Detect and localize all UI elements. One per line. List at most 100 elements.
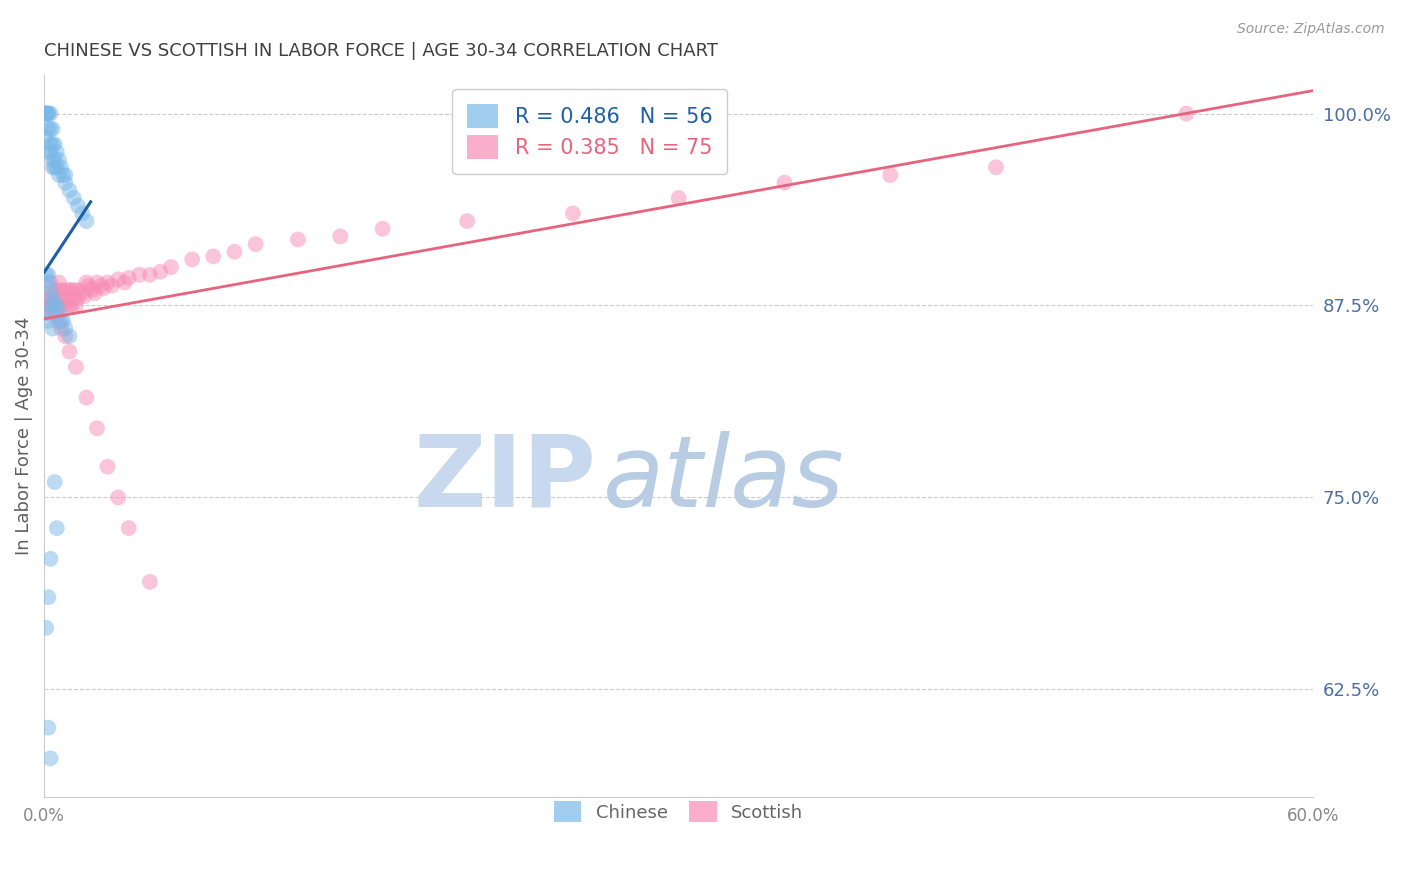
Point (39, 137, 62, 152)
Point (107, 491, 129, 505)
Point (45, 521, 67, 535)
Point (44, 153, 66, 167)
Point (65, 283, 87, 297)
Point (86, 276, 108, 290)
Point (58, 283, 80, 297)
Point (39, 298, 62, 312)
Point (60, 283, 83, 297)
Point (62, 191, 84, 205)
Point (83, 286, 105, 301)
Point (41, 321, 63, 335)
Point (181, 252, 204, 267)
Point (53, 176, 76, 190)
Point (35, 298, 58, 312)
Point (53, 321, 76, 335)
Point (1175, 106, 1198, 120)
Point (53, 283, 76, 297)
Point (49, 283, 72, 297)
Point (91, 282, 114, 296)
Point (52, 168, 75, 182)
Point (37, 591, 59, 605)
Point (35, 106, 58, 120)
Point (60, 298, 83, 312)
Point (44, 291, 66, 305)
Point (37, 276, 59, 290)
Point (79, 282, 101, 296)
Point (53, 298, 76, 312)
Point (35, 621, 58, 635)
Text: CHINESE VS SCOTTISH IN LABOR FORCE | AGE 30-34 CORRELATION CHART: CHINESE VS SCOTTISH IN LABOR FORCE | AGE… (44, 42, 718, 60)
Point (39, 276, 62, 290)
Point (329, 229, 352, 244)
Point (879, 168, 901, 182)
Point (39, 283, 62, 297)
Point (35, 129, 58, 144)
Point (48, 315, 70, 329)
Point (77, 278, 100, 293)
Point (35, 106, 58, 120)
Point (35, 106, 58, 120)
Point (41, 161, 63, 175)
Point (44, 137, 66, 152)
Point (773, 176, 796, 190)
Text: atlas: atlas (603, 431, 844, 528)
Point (69, 283, 91, 297)
Point (37, 314, 59, 328)
Point (48, 306, 70, 320)
Point (39, 145, 62, 159)
Point (984, 161, 1007, 175)
Text: ZIP: ZIP (413, 431, 596, 528)
Point (56, 291, 79, 305)
Point (58, 183, 80, 197)
Point (44, 161, 66, 175)
Point (202, 249, 225, 263)
Point (97, 459, 120, 474)
Point (49, 161, 72, 175)
Point (139, 574, 162, 589)
Point (62, 291, 84, 305)
Point (39, 122, 62, 136)
Point (75, 214, 97, 228)
Point (668, 191, 690, 205)
Point (45, 283, 67, 297)
Point (224, 244, 246, 259)
Point (45, 310, 67, 324)
Point (86, 421, 108, 435)
Point (53, 329, 76, 343)
Point (48, 168, 70, 182)
Point (37, 306, 59, 320)
Point (65, 359, 87, 374)
Point (371, 221, 394, 235)
Point (37, 145, 59, 159)
Point (48, 276, 70, 290)
Point (65, 298, 87, 312)
Point (139, 268, 162, 282)
Point (37, 106, 59, 120)
Point (70, 286, 93, 301)
Point (97, 276, 120, 290)
Point (128, 268, 150, 282)
Point (39, 291, 62, 305)
Point (48, 153, 70, 167)
Point (75, 276, 97, 290)
Point (37, 721, 59, 735)
Point (107, 272, 129, 286)
Point (73, 289, 96, 303)
Point (58, 344, 80, 359)
Point (118, 271, 141, 285)
Point (58, 329, 80, 343)
Point (37, 268, 59, 282)
Text: Source: ZipAtlas.com: Source: ZipAtlas.com (1237, 22, 1385, 37)
Point (66, 199, 89, 213)
Point (58, 298, 80, 312)
Point (39, 551, 62, 566)
Point (44, 475, 66, 489)
Point (41, 137, 63, 152)
Point (66, 291, 89, 305)
Point (160, 260, 183, 274)
Point (39, 298, 62, 312)
Point (41, 153, 63, 167)
Point (149, 265, 172, 279)
Point (45, 145, 67, 159)
Point (70, 206, 93, 220)
